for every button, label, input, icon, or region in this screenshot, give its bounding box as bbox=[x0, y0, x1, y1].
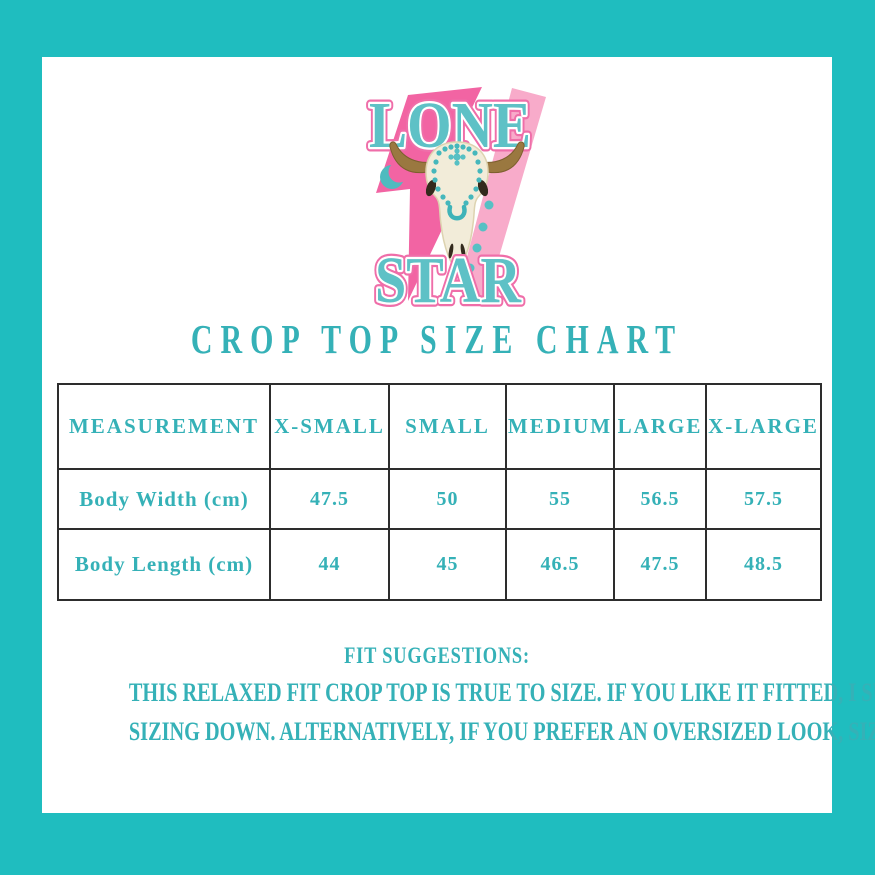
column-header-large: LARGE bbox=[613, 383, 707, 470]
brand-line2: STAR bbox=[375, 244, 522, 308]
fit-suggestions-line-2: SIZING DOWN. ALTERNATIVELY, IF YOU PREFE… bbox=[128, 717, 875, 746]
column-header-measurement: MEASUREMENT bbox=[57, 383, 271, 470]
column-header-small: SMALL bbox=[388, 383, 507, 470]
fit-suggestions-block: FIT SUGGESTIONS: THIS RELAXED FIT CROP T… bbox=[42, 643, 875, 747]
size-table: MEASUREMENT X-SMALL SMALL MEDIUM LARGE X… bbox=[57, 383, 822, 601]
brand-line2-inner-outline: STAR bbox=[375, 244, 522, 308]
fit-suggestions-heading: FIT SUGGESTIONS: bbox=[344, 643, 530, 668]
cell-body-length-large: 47.5 bbox=[613, 528, 707, 601]
cell-body-width-small: 50 bbox=[388, 468, 507, 530]
lone-star-logo: LONE LONE LONE bbox=[365, 85, 546, 308]
cell-body-width-medium: 55 bbox=[505, 468, 615, 530]
column-header-x-large: X-LARGE bbox=[705, 383, 822, 470]
table-row-body-width: Body Width (cm) 47.5 50 55 56.5 57.5 bbox=[57, 468, 822, 530]
fit-suggestions-line-1: THIS RELAXED FIT CROP TOP IS TRUE TO SIZ… bbox=[128, 678, 875, 707]
brand-line2-outline: STAR bbox=[375, 244, 522, 308]
table-header-row: MEASUREMENT X-SMALL SMALL MEDIUM LARGE X… bbox=[57, 383, 822, 470]
cell-body-length-x-large: 48.5 bbox=[705, 528, 822, 601]
page-title: CROP TOP SIZE CHART bbox=[190, 316, 684, 362]
column-header-medium: MEDIUM bbox=[505, 383, 615, 470]
content-frame: LONE LONE LONE bbox=[42, 57, 875, 813]
row-label-body-length: Body Length (cm) bbox=[57, 528, 271, 601]
cell-body-length-small: 45 bbox=[388, 528, 507, 601]
cell-body-width-x-small: 47.5 bbox=[269, 468, 390, 530]
bull-skull-icon bbox=[389, 141, 525, 270]
row-label-body-width: Body Width (cm) bbox=[57, 468, 271, 530]
cell-body-width-x-large: 57.5 bbox=[705, 468, 822, 530]
cell-body-length-medium: 46.5 bbox=[505, 528, 615, 601]
cell-body-length-x-small: 44 bbox=[269, 528, 390, 601]
cell-body-width-large: 56.5 bbox=[613, 468, 707, 530]
table-row-body-length: Body Length (cm) 44 45 46.5 47.5 48.5 bbox=[57, 528, 822, 601]
column-header-x-small: X-SMALL bbox=[269, 383, 390, 470]
